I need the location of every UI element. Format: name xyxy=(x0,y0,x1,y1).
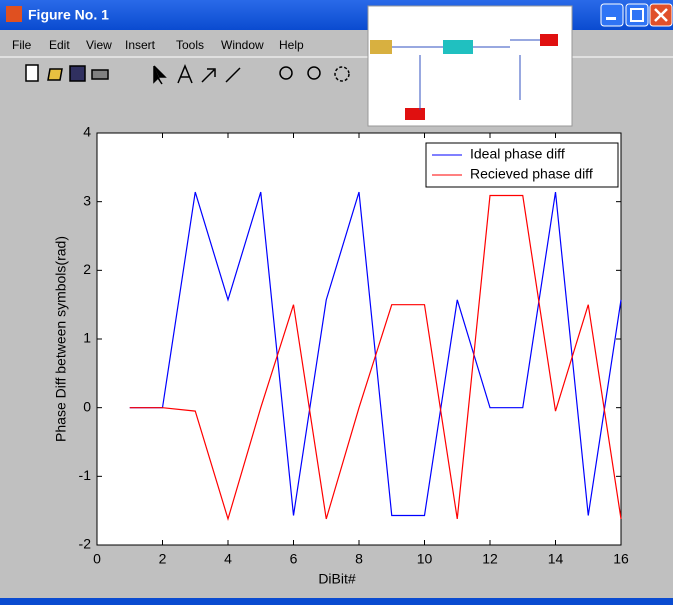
minimize-icon xyxy=(606,17,616,20)
y-tick-label: 1 xyxy=(83,330,91,346)
y-tick-label: 3 xyxy=(83,192,91,208)
x-tick-label: 10 xyxy=(417,551,433,567)
y-tick-label: 2 xyxy=(83,261,91,277)
app-icon xyxy=(6,6,22,22)
thumbnail-block xyxy=(540,34,558,46)
x-tick-label: 4 xyxy=(224,551,232,567)
x-tick-label: 0 xyxy=(93,551,101,567)
open-button[interactable] xyxy=(48,69,62,80)
menu-item[interactable]: Insert xyxy=(125,38,156,52)
window-title: Figure No. 1 xyxy=(28,7,109,23)
menu-item[interactable]: Tools xyxy=(176,38,204,52)
figure-window: Figure No. 1 File Edit View Insert Tools Wind… xyxy=(0,0,673,605)
x-tick-label: 16 xyxy=(613,551,629,567)
y-tick-label: 0 xyxy=(83,398,91,414)
print-button[interactable] xyxy=(92,70,108,79)
thumbnail-block xyxy=(370,40,392,54)
menu-item[interactable]: Help xyxy=(279,38,304,52)
x-tick-label: 12 xyxy=(482,551,498,567)
menu-item[interactable]: Window xyxy=(221,38,264,52)
thumbnail-block xyxy=(405,108,425,120)
thumbnail-frame xyxy=(368,6,572,126)
menu-item[interactable]: View xyxy=(86,38,112,52)
y-tick-label: -1 xyxy=(79,467,92,483)
x-axis-label: DiBit# xyxy=(318,571,356,587)
new-button[interactable] xyxy=(26,65,38,81)
maximize-button[interactable] xyxy=(626,4,648,26)
x-tick-label: 2 xyxy=(159,551,167,567)
menu-item[interactable]: Edit xyxy=(49,38,70,52)
x-tick-label: 6 xyxy=(290,551,298,567)
legend-label: Ideal phase diff xyxy=(470,146,565,162)
window-border xyxy=(0,598,673,605)
save-button[interactable] xyxy=(70,66,85,81)
y-tick-label: 4 xyxy=(83,124,91,140)
x-tick-label: 8 xyxy=(355,551,363,567)
thumbnail-block xyxy=(443,40,473,54)
page: Figure No. 1 File Edit View Insert Tools Wind… xyxy=(0,0,673,605)
y-axis-label: Phase Diff between symbols(rad) xyxy=(53,236,69,442)
minimize-button[interactable] xyxy=(601,4,623,26)
diagram-thumbnail xyxy=(368,6,572,126)
menu-item[interactable]: File xyxy=(12,38,32,52)
legend-label: Recieved phase diff xyxy=(470,166,593,182)
y-tick-label: -2 xyxy=(79,536,92,552)
x-tick-label: 14 xyxy=(548,551,564,567)
